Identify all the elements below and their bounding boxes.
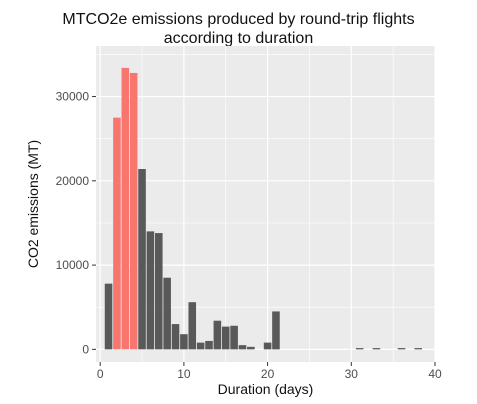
y-tick-label: 0	[82, 342, 89, 356]
chart-title-line-1: MTCO2e emissions produced by round-trip …	[62, 11, 415, 28]
y-axis-ticks: 0 10000 20000 30000	[56, 90, 96, 356]
x-tick-label: 30	[345, 367, 359, 381]
bar-8	[163, 277, 171, 350]
bar-10	[180, 334, 188, 350]
bar-20	[263, 342, 272, 350]
bar-14	[213, 320, 222, 350]
x-axis-ticks: 0 10 20 30 40	[97, 362, 442, 381]
bar-4	[129, 72, 138, 350]
gridlines	[96, 46, 436, 362]
y-tick-label: 20000	[56, 174, 90, 188]
bar-7	[154, 233, 163, 350]
chart-title: MTCO2e emissions produced by round-trip …	[0, 10, 477, 48]
x-tick-label: 40	[428, 367, 442, 381]
bar-12	[196, 342, 205, 350]
y-tick-label: 30000	[56, 90, 90, 104]
x-axis-title: Duration (days)	[218, 381, 314, 397]
x-tick-label: 0	[97, 367, 104, 381]
bar-3	[121, 67, 130, 350]
y-tick-label: 10000	[56, 258, 90, 272]
bar-36	[397, 348, 406, 350]
bar-33	[372, 348, 381, 350]
x-tick-label: 20	[261, 367, 275, 381]
bar-1	[104, 283, 113, 350]
x-tick-label: 10	[177, 367, 191, 381]
bar-15	[221, 326, 230, 350]
bar-16	[230, 325, 238, 350]
bar-31	[355, 348, 364, 350]
bar-9	[171, 324, 180, 350]
bar-18	[247, 346, 255, 350]
bar-11	[188, 302, 197, 350]
bar-2	[113, 117, 121, 350]
y-axis-title: CO2 emissions (MT)	[25, 140, 41, 268]
bar-17	[238, 345, 247, 350]
bar-13	[205, 340, 213, 350]
chart-title-line-2: according to duration	[163, 30, 314, 47]
bar-6	[146, 231, 155, 350]
bars-group	[104, 67, 423, 350]
bar-21	[272, 311, 280, 350]
bar-5	[138, 169, 146, 350]
bar-38	[414, 348, 423, 350]
